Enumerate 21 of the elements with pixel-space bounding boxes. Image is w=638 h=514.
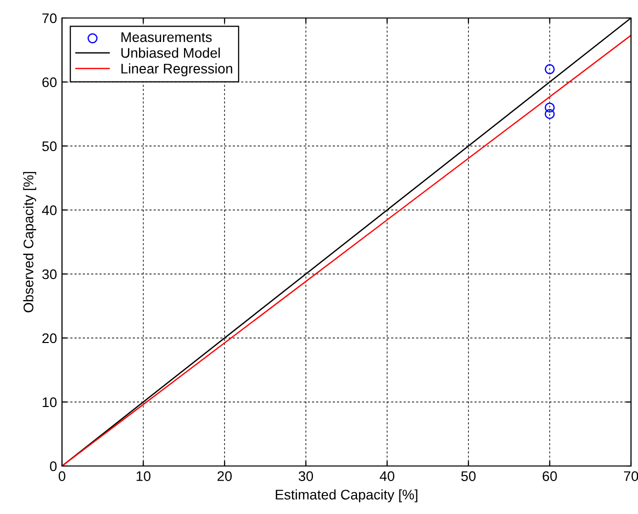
x-tick-label: 60 [542, 471, 557, 482]
y-tick-label: 50 [42, 141, 57, 152]
x-tick-label: 50 [461, 471, 476, 482]
x-tick-label: 20 [218, 471, 232, 482]
y-tick-label: 70 [42, 13, 57, 24]
x-axis-title: Estimated Capacity [%] [276, 489, 418, 502]
x-tick-label: 0 [58, 471, 66, 482]
x-tick-label: 70 [624, 471, 638, 482]
y-tick-label: 10 [42, 397, 57, 408]
x-tick-label: 30 [298, 471, 314, 482]
y-tick-label: 60 [42, 77, 57, 88]
y-tick-label: 30 [42, 269, 57, 280]
legend-label: Unbiased Model [121, 48, 220, 58]
x-tick-label: 40 [380, 471, 394, 482]
y-tick-label: 0 [50, 461, 57, 472]
legend-label: Linear Regression [121, 63, 232, 76]
y-tick-label: 20 [42, 333, 57, 344]
y-tick-label: 40 [42, 205, 57, 216]
x-tick-label: 10 [136, 471, 150, 482]
legend-label: Measurements [121, 32, 212, 42]
y-axis-title: Observed Capacity [%] [23, 172, 36, 312]
